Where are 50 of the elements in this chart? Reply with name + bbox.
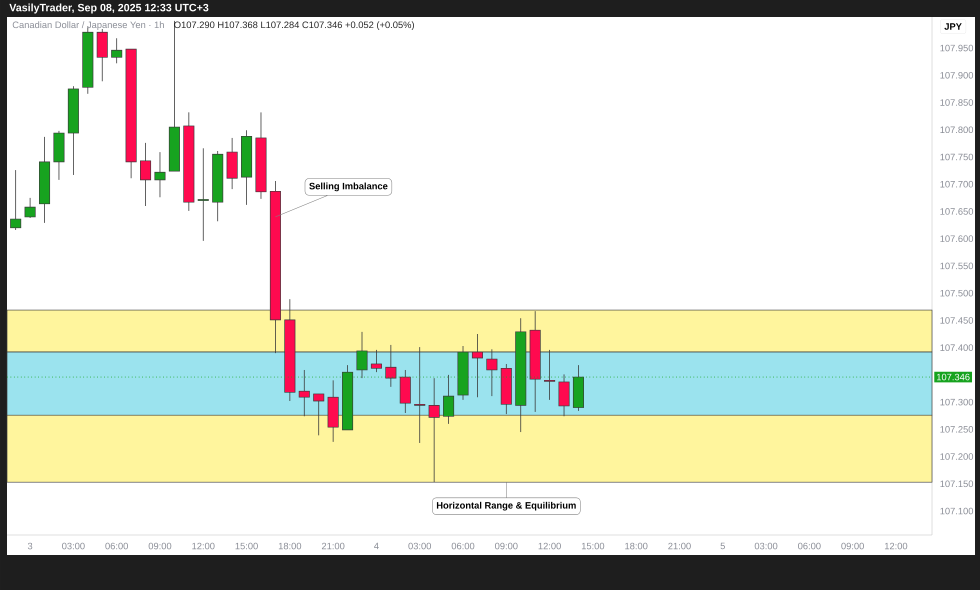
y-tick-label: 107.850 xyxy=(940,99,974,106)
text: VasilyTrader, Sep 08, 2025 12:33 UTC+3 xyxy=(9,4,208,14)
y-tick-label: 107.150 xyxy=(940,480,974,488)
y-tick-label: 107.250 xyxy=(940,426,974,433)
ref-line-label: 107.346 xyxy=(936,374,970,380)
candlestick xyxy=(140,142,152,206)
x-tick-label: 18:00 xyxy=(625,542,648,550)
x-tick-label: 15:00 xyxy=(582,542,604,550)
candlestick xyxy=(111,38,122,64)
y-tick-label: 107.400 xyxy=(940,344,974,351)
chart-title: Canadian Dollar / Japanese Yen · 1h xyxy=(12,21,164,30)
y-tick-label: 107.450 xyxy=(940,317,974,324)
y-tick-label: 107.700 xyxy=(940,180,974,188)
y-tick-label: 107.950 xyxy=(940,44,974,52)
annotation: Selling Imbalance xyxy=(309,182,388,192)
y-tick-label: 107.800 xyxy=(940,126,974,134)
candlestick xyxy=(154,152,166,198)
x-tick-label: 06:00 xyxy=(452,542,474,550)
y-tick-label: 107.100 xyxy=(940,508,974,514)
x-tick-label: 15:00 xyxy=(236,542,258,550)
x-tick-label: 09:00 xyxy=(494,542,518,550)
x-tick-label: 12:00 xyxy=(538,542,561,550)
x-tick-label: 12:00 xyxy=(192,542,215,550)
x-tick-label: 4 xyxy=(374,542,379,550)
x-tick-label: 06:00 xyxy=(798,542,821,550)
candlestick xyxy=(24,197,36,218)
y-tick-label: 107.600 xyxy=(940,235,974,242)
y-axis-title: JPY xyxy=(944,23,962,30)
x-tick-label: 06:00 xyxy=(105,542,128,550)
x-tick-label: 03:00 xyxy=(62,542,85,550)
candlestick xyxy=(198,148,209,242)
y-tick-label: 107.550 xyxy=(940,262,974,270)
y-tick-label: 107.900 xyxy=(940,72,974,79)
x-tick-label: 5 xyxy=(720,542,725,550)
x-tick-label: 09:00 xyxy=(148,542,172,550)
y-tick-label: 107.500 xyxy=(940,290,974,296)
y-tick-label: 107.200 xyxy=(940,453,974,460)
x-tick-label: 18:00 xyxy=(278,542,302,550)
annotation: Horizontal Range & Equilibrium xyxy=(436,502,576,511)
candlestick xyxy=(10,170,22,230)
y-tick-label: 107.300 xyxy=(940,398,974,406)
x-tick-label: 21:00 xyxy=(322,542,344,550)
x-tick-label: 03:00 xyxy=(408,542,432,550)
x-tick-label: 03:00 xyxy=(754,542,778,550)
y-tick-label: 107.650 xyxy=(940,208,974,215)
x-tick-label: 09:00 xyxy=(841,542,864,550)
y-tick-label: 107.750 xyxy=(940,154,974,160)
x-tick-label: 12:00 xyxy=(884,542,908,550)
x-tick-label: 21:00 xyxy=(668,542,691,550)
x-tick-label: 3 xyxy=(28,542,32,550)
